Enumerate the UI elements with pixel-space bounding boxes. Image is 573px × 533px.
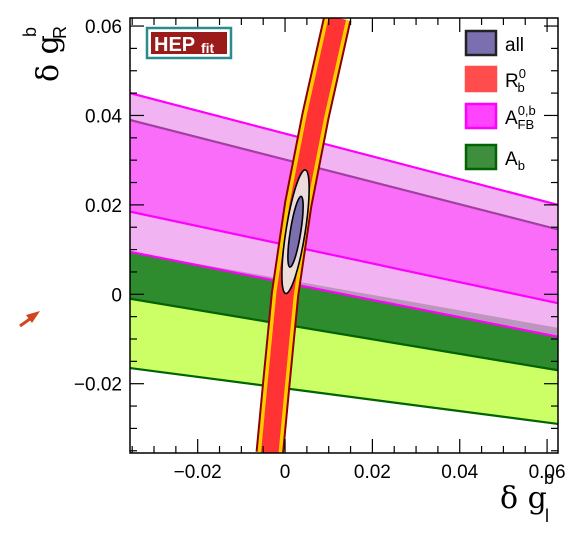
arrow-icon <box>19 311 40 328</box>
x-tick-label: 0.06 <box>529 462 566 483</box>
series-afb-edge-outer-upper <box>130 92 558 206</box>
legend-label-sup: 0 <box>519 66 526 81</box>
x-tick-label: −0.02 <box>174 462 222 483</box>
series-afb-edge-outer-lower <box>130 250 558 338</box>
x-tick-label: 0 <box>280 462 291 483</box>
legend-label-sub: b <box>518 80 525 95</box>
series-ab-inner <box>130 251 558 371</box>
y-axis-title: δ g <box>31 35 66 82</box>
y-axis-title-group: δ gRb <box>20 26 70 82</box>
legend-swatch-2 <box>464 102 498 130</box>
legend-swatch-1 <box>464 65 498 93</box>
series-all-inner <box>287 195 304 268</box>
legend-label-main: R <box>505 71 519 92</box>
hepfit-logo: HEP fit <box>145 26 233 60</box>
series-ab-edge-outer <box>130 366 558 426</box>
plot-area <box>130 18 558 453</box>
x-tick-label: 0.04 <box>441 462 478 483</box>
axis-ticks: −0.02 0 0.02 0.04 0.06 −0.02 0 0.02 0.04 0.06 <box>74 17 566 483</box>
logo-text-sub: fit <box>201 40 215 56</box>
legend-label-main: A <box>505 149 518 170</box>
logo-fill <box>151 32 227 54</box>
x-axis-title-sub: l <box>545 506 549 526</box>
y-tick-label: 0 <box>111 285 122 306</box>
legend-label-sub: FB <box>518 117 535 132</box>
legend-label-sub: b <box>518 158 525 173</box>
series-ab-edge-inner <box>130 297 558 372</box>
legend-label-main: A <box>505 108 518 129</box>
legend-label-1: R0 b <box>505 66 526 95</box>
y-tick-label: 0.06 <box>85 17 122 38</box>
y-axis-title-sub: R <box>50 26 70 39</box>
legend-label-3: Ab <box>505 149 525 173</box>
legend-label-main: all <box>505 35 524 56</box>
logo-text-main: HEP <box>154 34 195 56</box>
x-axis-title: δ g <box>500 481 547 516</box>
legend-swatch-3 <box>464 143 498 171</box>
y-tick-label: 0.02 <box>85 196 122 217</box>
legend-swatch-0 <box>464 29 498 57</box>
series-afb-inner <box>130 119 558 304</box>
plot-frame <box>129 17 559 454</box>
legend-label-2: A0,b FB <box>505 103 536 132</box>
legend-label-sup: 0,b <box>518 103 536 118</box>
y-tick-label: 0.04 <box>85 106 122 127</box>
series-afb-edge-inner-lower <box>130 210 558 305</box>
series-afb-edge-inner-upper <box>130 118 558 231</box>
y-tick-label: −0.02 <box>74 375 122 396</box>
x-axis-title-sup: b <box>544 468 554 488</box>
y-axis-title-sup: b <box>20 27 40 37</box>
legend-label-0: all <box>505 35 524 56</box>
x-tick-label: 0.02 <box>354 462 391 483</box>
